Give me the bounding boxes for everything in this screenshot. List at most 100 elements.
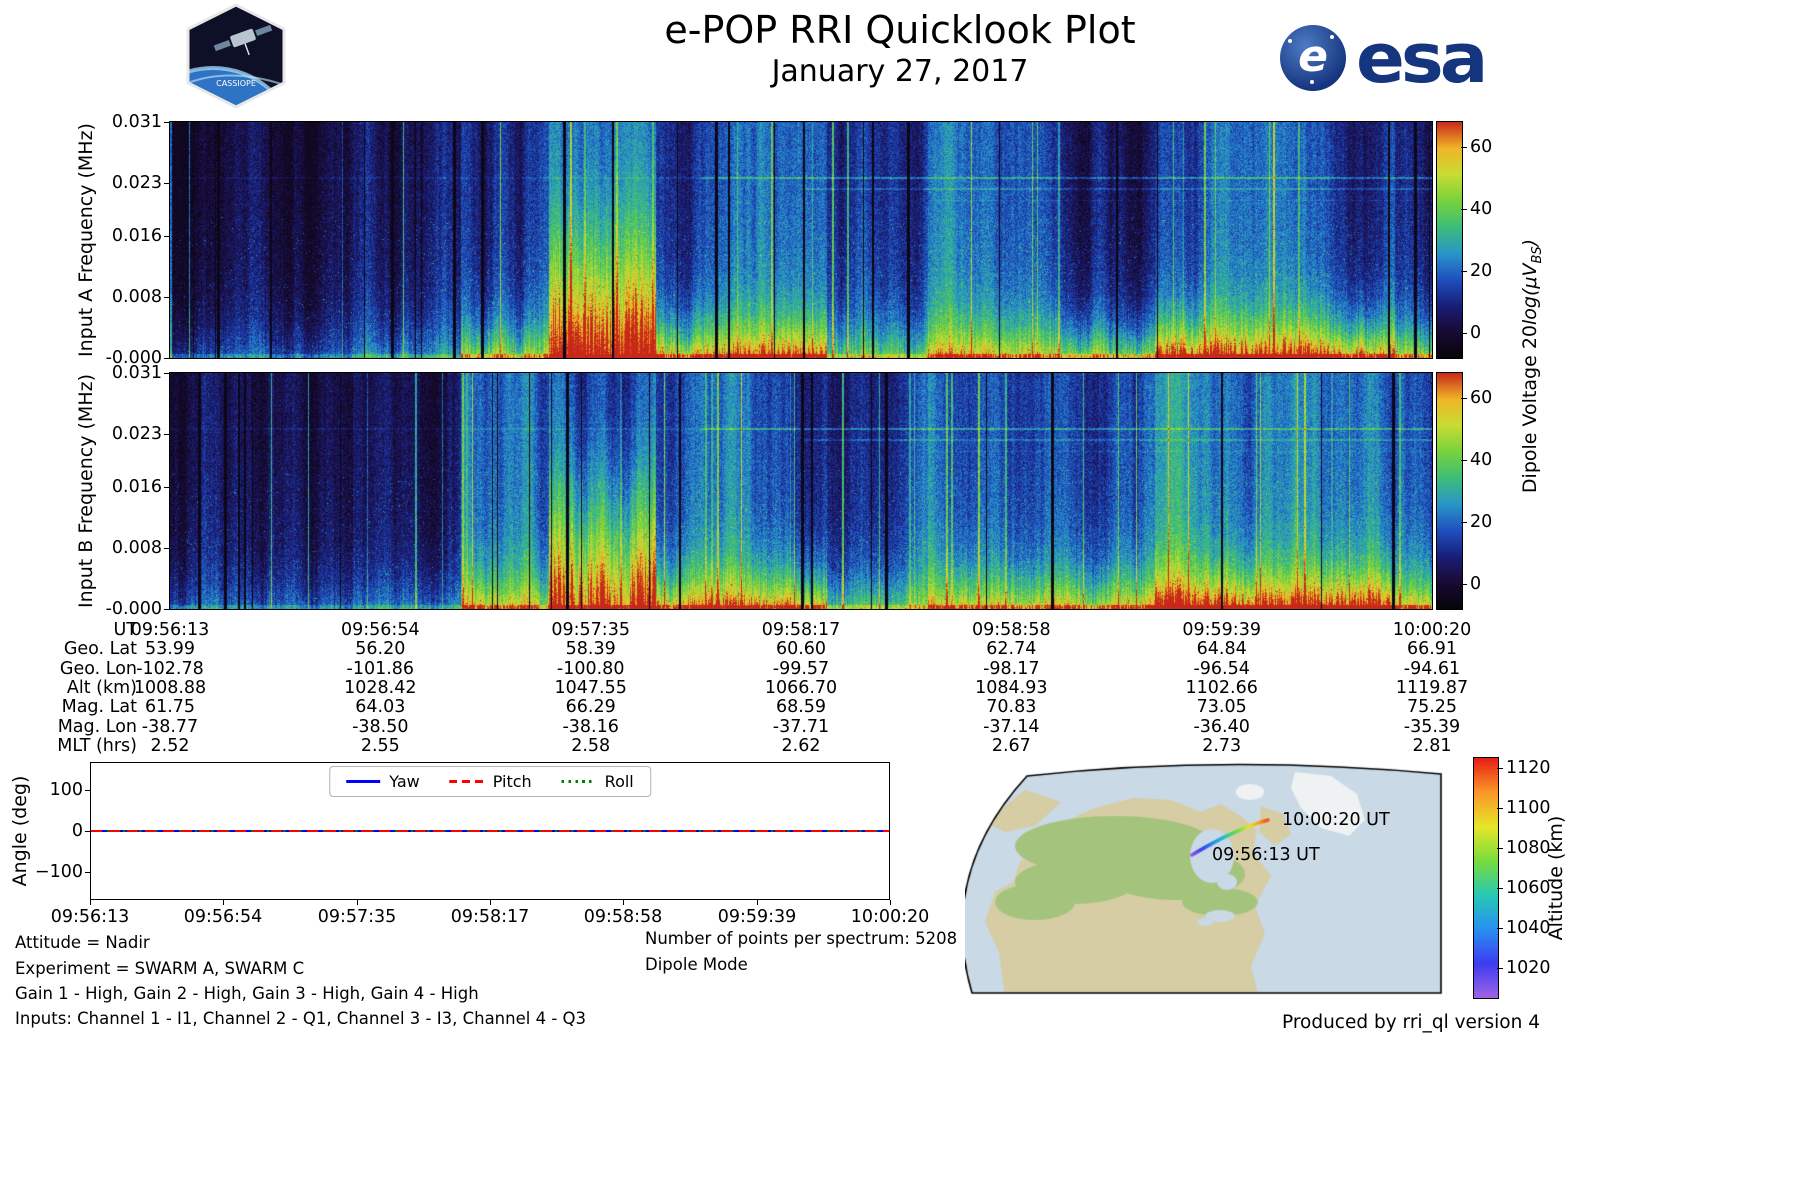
esa-emblem-icon: e [1280, 25, 1346, 91]
spectrogram-b-heatmap [169, 372, 1433, 610]
spec-b-ytick: 0.023 [92, 423, 170, 445]
colorbar-label-normal: Dipole Voltage 20 [1519, 324, 1542, 494]
ephemeris-cell: 2.73 [1202, 735, 1242, 756]
alt-cb-tick: 1080 [1497, 837, 1556, 859]
angle-ytick: 0 [23, 820, 91, 842]
ephemeris-cell: 1047.55 [554, 677, 627, 698]
ephemeris-row-label: Alt (km) [66, 677, 137, 698]
ephemeris-cell: 2.67 [991, 735, 1031, 756]
ephemeris-cell: 1102.66 [1185, 677, 1258, 698]
ephemeris-cell: 61.75 [144, 697, 196, 718]
legend-item-roll: Roll [561, 772, 634, 791]
angle-xtick: 09:58:58 [563, 900, 683, 928]
ephemeris-cell: -101.86 [346, 658, 415, 679]
page-title: e-POP RRI Quicklook Plot [664, 8, 1136, 52]
ephemeris-cell: 09:57:35 [551, 620, 630, 640]
ephemeris-cell: 2.55 [360, 735, 400, 756]
plot-date: January 27, 2017 [771, 54, 1029, 89]
ground-track-map [965, 762, 1443, 998]
dipole-mode-text: Dipole Mode [645, 955, 748, 974]
ephemeris-cell: 1084.93 [975, 677, 1048, 698]
ephemeris-cell: 53.99 [144, 639, 196, 660]
ephemeris-cell: -37.14 [983, 716, 1040, 737]
colorbar-b-tick: 40 [1461, 449, 1520, 471]
yaw-line-sample [346, 780, 381, 783]
esa-emblem-star [1310, 80, 1314, 84]
colorbar-label-sub: BS [1529, 246, 1545, 264]
alt-cb-tick: 1020 [1497, 957, 1556, 979]
ephemeris-cell: -37.71 [772, 716, 830, 737]
ephemeris-cell: 56.20 [355, 639, 406, 660]
inputs-text: Inputs: Channel 1 - I1, Channel 2 - Q1, … [15, 1009, 586, 1028]
ephemeris-row-label: MLT (hrs) [57, 735, 137, 756]
spec-a-ytick: 0.031 [92, 111, 170, 133]
ephemeris-cell: -96.54 [1193, 658, 1250, 679]
spec-a-ytick: 0.008 [92, 286, 170, 308]
alt-cb-tick: 1100 [1497, 797, 1556, 819]
produced-by-text: Produced by rri_ql version 4 [1281, 1012, 1540, 1033]
alt-cb-tick: 1120 [1497, 757, 1556, 779]
angle-ytick: 100 [23, 779, 91, 801]
esa-emblem-star [1330, 35, 1334, 39]
ephemeris-cell: 09:59:39 [1182, 620, 1261, 640]
track-start-label: 09:56:13 UT [1212, 845, 1320, 865]
angle-ytick: −100 [23, 861, 91, 883]
patch-label: CASSIOPE [216, 79, 256, 88]
esa-emblem-star [1288, 39, 1292, 43]
angle-xtick: 09:56:54 [163, 900, 283, 928]
track-end-label: 10:00:20 UT [1282, 810, 1390, 830]
legend-label-roll: Roll [604, 772, 634, 791]
ephemeris-cell: 2.81 [1412, 735, 1452, 756]
altitude-colorbar [1473, 757, 1499, 999]
points-per-spectrum-text: Number of points per spectrum: 5208 [645, 929, 958, 948]
ephemeris-cell: 09:56:54 [340, 620, 420, 640]
spec-a-ytick: 0.016 [92, 225, 170, 247]
spec-b-ytick: 0.016 [92, 476, 170, 498]
ephemeris-cell: 09:56:13 [130, 620, 210, 640]
colorbar-label-italic: log(μV [1519, 263, 1542, 325]
mission-patch-icon: CASSIOPE [186, 3, 286, 109]
ephemeris-cell: -102.78 [136, 658, 204, 679]
spec-b-ytick: 0.031 [92, 362, 170, 384]
ephemeris-cell: -38.50 [352, 716, 409, 737]
legend-item-yaw: Yaw [346, 772, 420, 791]
ephemeris-cell: 66.91 [1406, 639, 1458, 660]
ephemeris-cell: -98.17 [983, 658, 1040, 679]
angle-xtick: 10:00:20 [830, 900, 950, 928]
ephemeris-row-label: Geo. Lat [63, 639, 137, 660]
spectrogram-a-colorbar [1436, 121, 1463, 359]
ephemeris-row-label: UT [113, 620, 138, 640]
ephemeris-cell: 60.60 [775, 639, 827, 660]
ephemeris-row-label: Mag. Lat [61, 697, 137, 718]
legend-item-pitch: Pitch [449, 772, 532, 791]
legend-label-yaw: Yaw [389, 772, 420, 791]
ephemeris-cell: 1028.42 [344, 677, 417, 698]
ephemeris-row-label: Mag. Lon [57, 716, 137, 737]
colorbar-a-tick: 60 [1461, 136, 1520, 158]
spectrogram-b-colorbar [1436, 372, 1463, 610]
ephemeris-cell: 09:58:17 [761, 620, 841, 640]
esa-wordmark: esa [1356, 18, 1488, 98]
ephemeris-cell: 2.52 [150, 735, 190, 756]
alt-cb-tick: 1060 [1497, 877, 1556, 899]
colorbar-a-tick: 40 [1461, 198, 1520, 220]
angle-xtick: 09:58:17 [430, 900, 550, 928]
ephemeris-cell: 64.03 [355, 697, 406, 718]
pitch-line [91, 830, 889, 833]
ephemeris-cell: 1119.87 [1395, 677, 1469, 698]
ephemeris-cell: -35.39 [1403, 716, 1461, 737]
ephemeris-cell: 1066.70 [764, 677, 838, 698]
ephemeris-cell: 64.84 [1196, 639, 1247, 660]
ephemeris-cell: -99.57 [772, 658, 830, 679]
ephemeris-cell: 2.58 [571, 735, 611, 756]
alt-cb-tick: 1040 [1497, 917, 1556, 939]
ephemeris-cell: 10:00:20 [1392, 620, 1472, 640]
spec-b-ytick: -0.000 [92, 598, 170, 620]
spec-a-ytick: 0.023 [92, 172, 170, 194]
colorbar-b-tick: 0 [1461, 573, 1520, 595]
esa-logo: e esa [1280, 18, 1488, 98]
angle-xtick: 09:59:39 [697, 900, 817, 928]
colorbar-b-tick: 20 [1461, 511, 1520, 533]
ephemeris-cell: 09:58:58 [971, 620, 1051, 640]
